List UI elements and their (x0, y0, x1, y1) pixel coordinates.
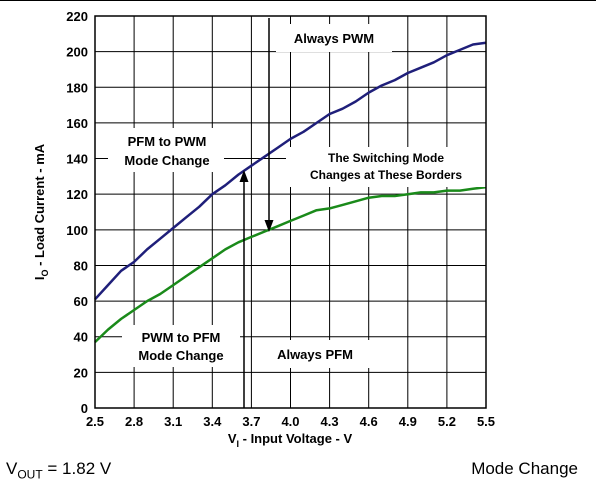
x-tick-label: 3.7 (242, 414, 260, 429)
series-layer (94, 41, 487, 344)
x-tick-label: 4.3 (321, 414, 339, 429)
y-tick-label: 220 (66, 9, 88, 24)
x-tick-label: 5.5 (477, 414, 495, 429)
x-tick-labels: 2.5 2.8 3.1 3.4 3.7 4.0 4.3 4.6 4.9 5.2 5.5 (86, 414, 495, 429)
top-rule (0, 0, 596, 1)
x-tick-label: 2.5 (86, 414, 104, 429)
label-bg-pwm-to-pfm (122, 325, 240, 367)
figure-caption: Mode Change (471, 459, 578, 478)
x-tick-label: 4.0 (281, 414, 299, 429)
mode-change-chart: Always PWM PFM to PWM Mode Change The Sw… (32, 9, 495, 449)
x-tick-label: 3.4 (203, 414, 222, 429)
arrow-down (264, 18, 274, 232)
series-line-upper (94, 41, 487, 301)
annotation-switching-line2: Changes at These Borders (310, 168, 462, 182)
annotation-pwm-to-pfm-line1: PWM to PFM (142, 330, 221, 345)
y-tick-label: 120 (66, 187, 88, 202)
y-tick-label: 0 (81, 401, 88, 416)
y-tick-label: 40 (74, 330, 88, 345)
y-tick-label: 100 (66, 223, 88, 238)
y-tick-labels: 0 20 40 60 80 100 120 140 160 180 200 220 (66, 9, 88, 416)
y-tick-label: 180 (66, 80, 88, 95)
y-axis-title: IO - Load Current - mA (32, 143, 50, 280)
series-line-lower (94, 185, 487, 344)
annotation-pfm-to-pwm-line2: Mode Change (124, 153, 209, 168)
y-tick-label: 20 (74, 365, 88, 380)
y-tick-label: 140 (66, 152, 88, 167)
arrow-up (239, 170, 249, 408)
plot-frame (94, 15, 487, 409)
annotation-pwm-to-pfm-line2: Mode Change (138, 348, 223, 363)
y-tick-label: 160 (66, 116, 88, 131)
x-tick-label: 4.9 (399, 414, 417, 429)
x-tick-label: 3.1 (164, 414, 182, 429)
label-bg-pfm-to-pwm (108, 128, 224, 172)
y-tick-label: 60 (74, 294, 88, 309)
x-axis-title: VI - Input Voltage - V (228, 431, 353, 449)
annotation-pfm-to-pwm-line1: PFM to PWM (128, 134, 207, 149)
y-tick-label: 200 (66, 45, 88, 60)
label-bg-always-pwm (276, 24, 392, 52)
label-bg-always-pfm (256, 340, 374, 368)
label-bg-switching (286, 147, 486, 187)
x-tick-label: 4.6 (360, 414, 378, 429)
y-tick-label: 80 (74, 258, 88, 273)
annotation-always-pfm: Always PFM (277, 347, 353, 362)
output-voltage-caption: VOUT = 1.82 V (6, 459, 112, 482)
x-tick-label: 5.2 (438, 414, 456, 429)
annotation-switching-line1: The Switching Mode (328, 151, 444, 165)
annotation-always-pwm: Always PWM (294, 31, 374, 46)
x-tick-label: 2.8 (125, 414, 143, 429)
